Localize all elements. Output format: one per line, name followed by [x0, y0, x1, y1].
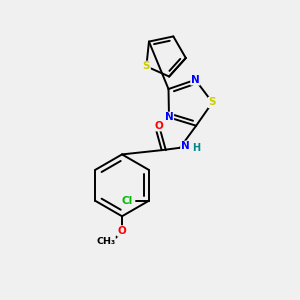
Text: N: N	[165, 112, 173, 122]
Text: N: N	[191, 75, 200, 85]
Text: Cl: Cl	[121, 196, 132, 206]
Text: O: O	[118, 226, 126, 236]
Text: O: O	[154, 121, 163, 131]
Text: CH₃: CH₃	[96, 237, 116, 246]
Text: H: H	[192, 143, 200, 153]
Text: S: S	[142, 61, 150, 71]
Text: N: N	[181, 141, 190, 151]
Text: S: S	[209, 98, 216, 107]
